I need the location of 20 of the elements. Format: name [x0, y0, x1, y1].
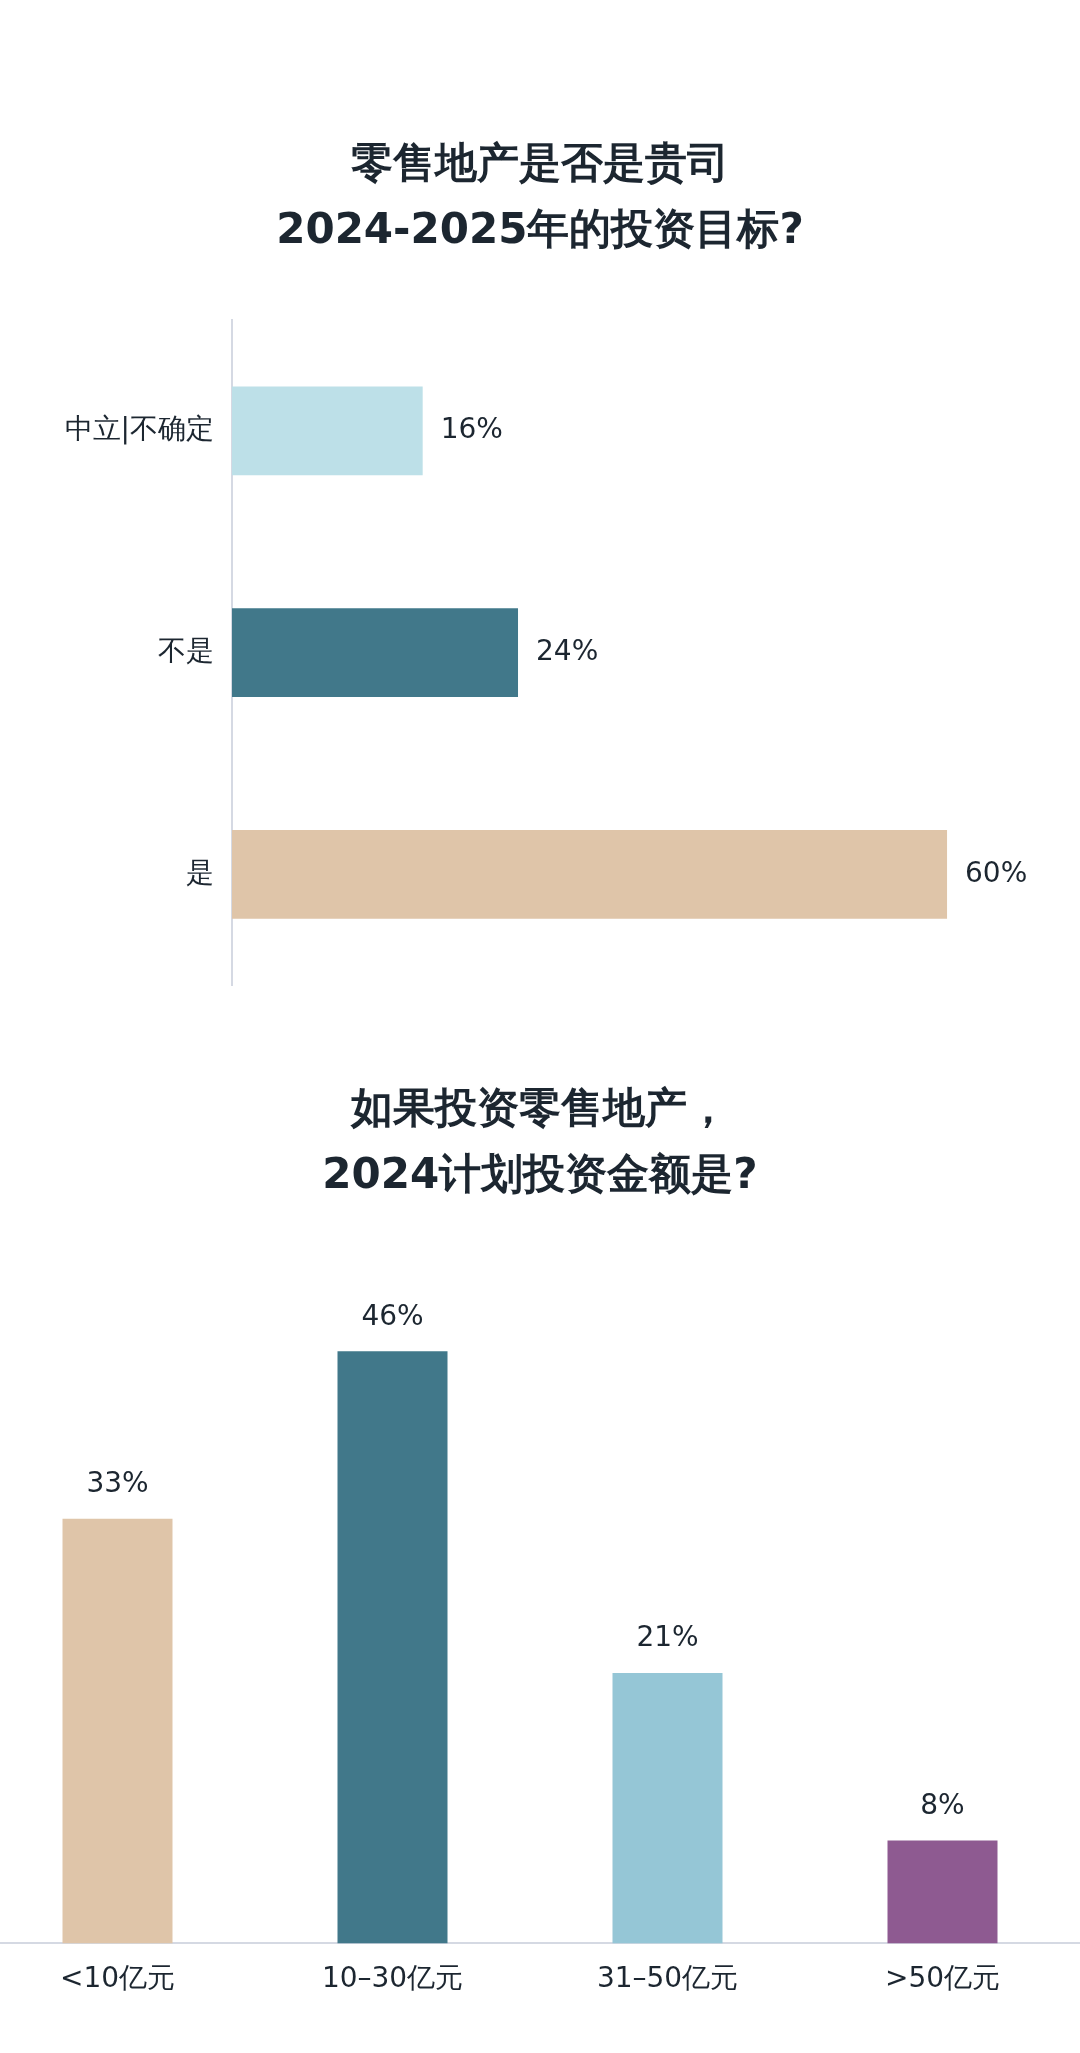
- chart-title: 零售地产是否是贵司 2024-2025年的投资目标?: [275, 137, 805, 255]
- data-label: 8%: [920, 1787, 965, 1821]
- data-label: 24%: [536, 633, 599, 667]
- chart-title: 如果投资零售地产， 2024计划投资金额是?: [321, 1082, 759, 1200]
- y-tick-label: 中立|不确定: [64, 412, 214, 446]
- bar: [612, 1673, 723, 1944]
- x-tick-label: 10–30亿元: [321, 1961, 464, 1995]
- data-label: 21%: [636, 1620, 699, 1654]
- data-label: 16%: [440, 412, 503, 446]
- bar: [337, 1351, 448, 1944]
- x-tick-label: >50亿元: [884, 1961, 1001, 1995]
- y-tick-label: 是: [186, 855, 214, 889]
- data-label: 46%: [361, 1298, 424, 1332]
- data-label: 60%: [965, 855, 1028, 889]
- data-label: 33%: [86, 1465, 149, 1499]
- y-tick-label: 不是: [158, 633, 214, 667]
- bar: [62, 1518, 173, 1944]
- x-tick-label: <10亿元: [59, 1961, 176, 1995]
- x-tick-label: 31–50亿元: [596, 1961, 739, 1995]
- bar: [887, 1840, 998, 1944]
